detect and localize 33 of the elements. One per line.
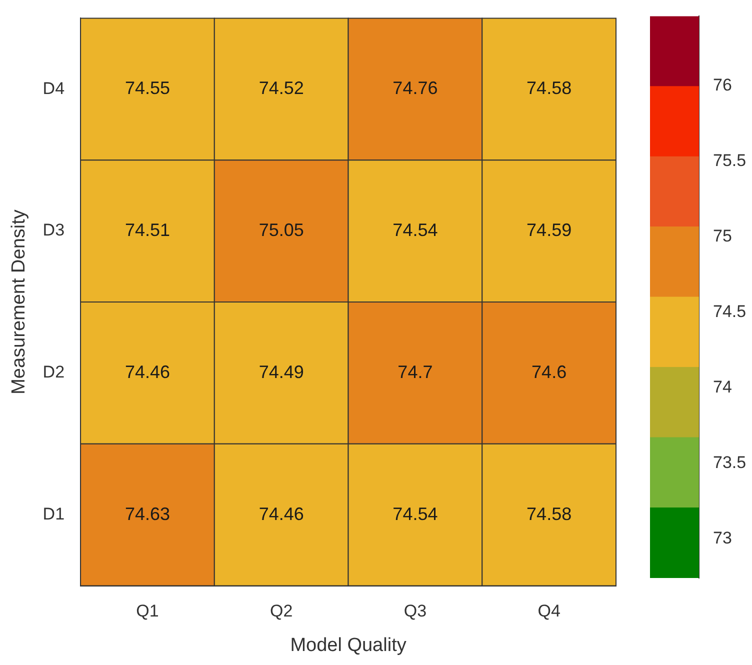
data-label: 74.76 bbox=[392, 78, 438, 98]
y-tick-label: D4 bbox=[42, 78, 65, 98]
x-tick-label: Q2 bbox=[270, 602, 293, 621]
x-tick-label: Q3 bbox=[404, 602, 427, 621]
data-label: 74.52 bbox=[258, 78, 304, 98]
x-tick-label: Q1 bbox=[136, 602, 159, 621]
data-label: 74.55 bbox=[124, 78, 170, 98]
data-label: 74.51 bbox=[124, 220, 170, 240]
data-label: 74.6 bbox=[532, 362, 567, 382]
data-label: 74.59 bbox=[526, 220, 572, 240]
color-bar-label: 73 bbox=[713, 528, 732, 548]
y-tick-label: D2 bbox=[42, 362, 65, 382]
color-bar-label: 74 bbox=[713, 377, 732, 396]
color-bar-label: 73.5 bbox=[713, 452, 746, 472]
data-label: 74.7 bbox=[398, 362, 433, 382]
data-label: 74.46 bbox=[124, 362, 170, 382]
data-label: 74.58 bbox=[526, 78, 572, 98]
data-label: 74.54 bbox=[392, 220, 438, 240]
data-label: 74.46 bbox=[258, 504, 304, 524]
x-axis-title: Model Quality bbox=[290, 634, 407, 656]
data-label: 74.49 bbox=[258, 362, 304, 382]
color-bar-label: 76 bbox=[713, 75, 732, 94]
color-bar-label: 75 bbox=[713, 226, 732, 246]
y-tick-label: D3 bbox=[42, 220, 65, 240]
data-label: 74.54 bbox=[392, 504, 438, 524]
data-label: 74.63 bbox=[124, 504, 170, 524]
y-tick-label: D1 bbox=[42, 504, 65, 524]
color-bar-label: 75.5 bbox=[713, 150, 746, 170]
y-axis-title: Measurement Density bbox=[8, 209, 30, 394]
color-bar-label: 74.5 bbox=[713, 302, 746, 321]
data-label: 74.58 bbox=[526, 504, 572, 524]
x-tick-label: Q4 bbox=[538, 602, 560, 621]
data-label: 75.05 bbox=[258, 220, 304, 240]
